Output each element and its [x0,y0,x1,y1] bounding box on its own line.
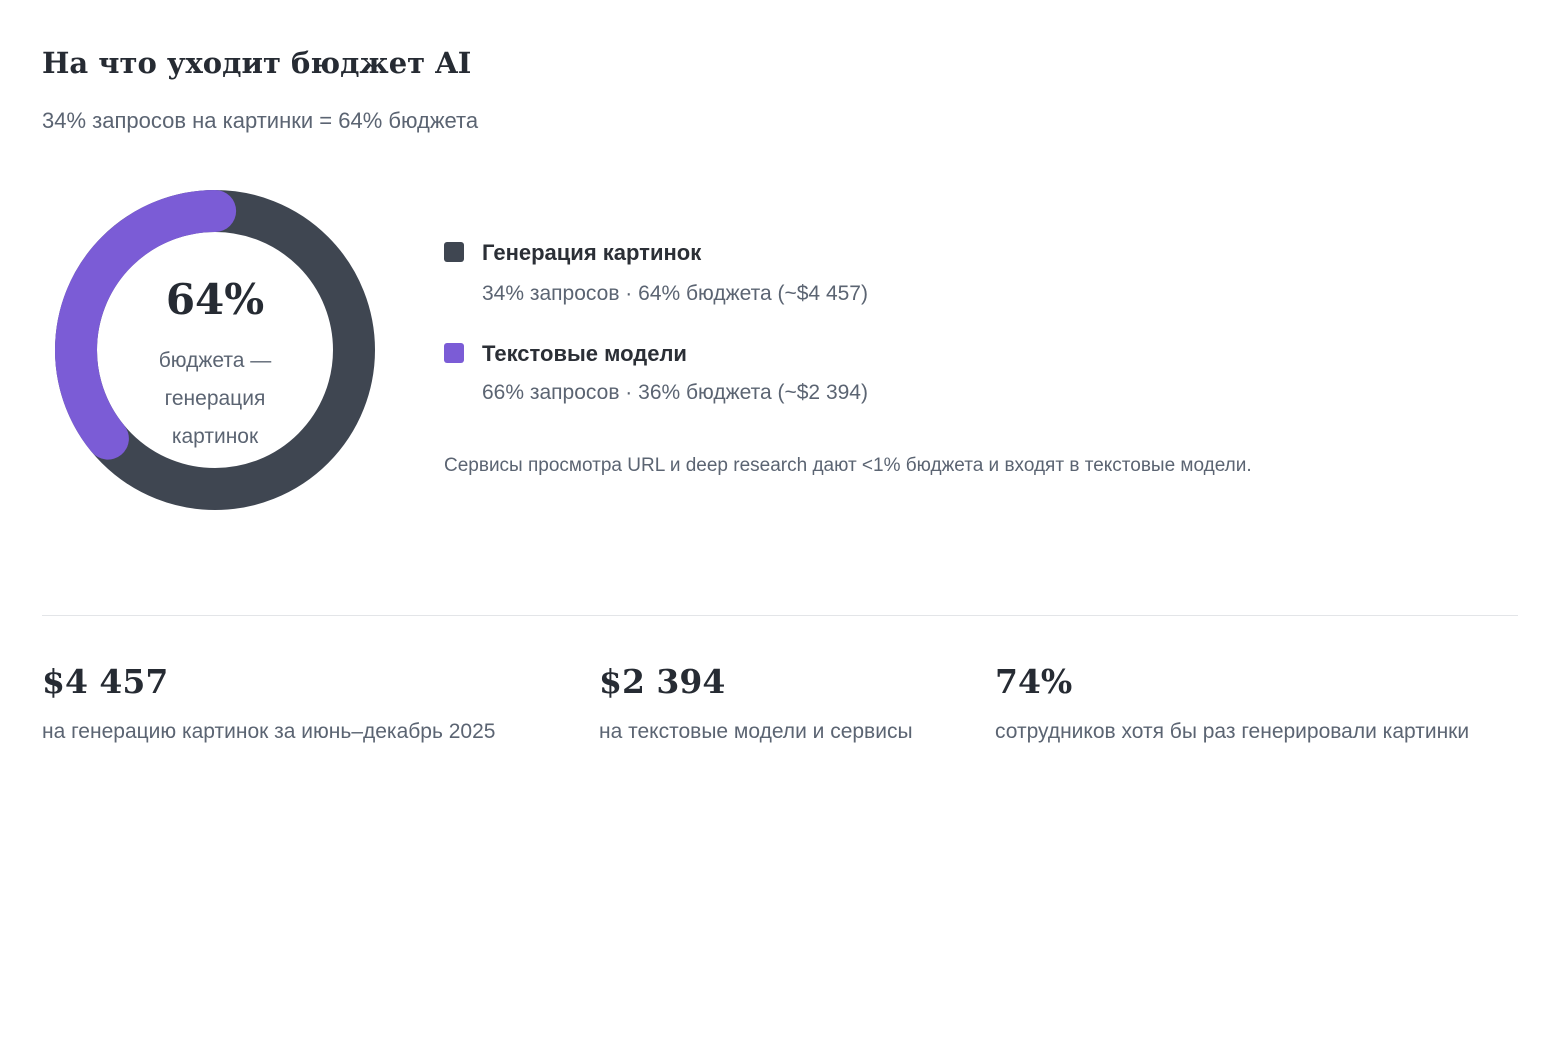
page-title: На что уходит бюджет AI [42,46,472,80]
stat-value: 74% [995,662,1073,701]
donut-chart: 64% бюджета — генерация картинок [52,187,378,513]
stat-images-cost: $4 457 на генерацию картинок за июнь–дек… [42,660,495,744]
donut-center: 64% бюджета — генерация картинок [52,187,378,513]
donut-center-caption: бюджета — генерация картинок [158,349,272,448]
donut-slice-text [55,190,375,510]
stat-label: на генерацию картинок за июнь–декабрь 20… [42,720,496,743]
legend-detail-images: 34% запросов · 64% бюджета (~$4 457) [482,282,868,305]
legend-swatch-text [444,343,464,363]
stat-value: $4 457 [42,662,169,701]
stat-text-cost: $2 394 на текстовые модели и сервисы [599,660,913,744]
stat-label: на текстовые модели и сервисы [599,720,913,743]
legend-swatch-images [444,242,464,262]
donut-svg [55,190,375,510]
footnote: Сервисы просмотра URL и deep research да… [444,455,1252,476]
donut-center-value: 64% [165,275,265,324]
legend-detail-text: 66% запросов · 36% бюджета (~$2 394) [482,381,868,404]
legend-name-images: Генерация картинок [482,240,702,265]
stat-label: сотрудников хотя бы раз генерировали кар… [995,720,1470,743]
stat-value: $2 394 [599,662,726,701]
stat-employees-share: 74% сотрудников хотя бы раз генерировали… [995,660,1469,744]
legend-name-text: Текстовые модели [482,341,687,366]
divider [42,615,1518,616]
page-subtitle: 34% запросов на картинки = 64% бюджета [42,108,479,133]
